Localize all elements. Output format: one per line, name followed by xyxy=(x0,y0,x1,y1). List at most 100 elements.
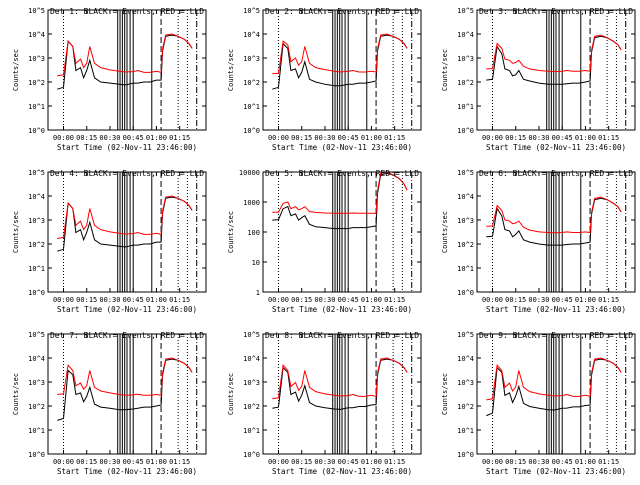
x-tick-label: 00:45 xyxy=(338,458,359,466)
x-tick-label: 00:30 xyxy=(528,458,549,466)
x-tick-label: 01:00 xyxy=(361,458,382,466)
y-tick-label: 10^3 xyxy=(28,379,45,387)
plot-frame xyxy=(47,9,207,131)
y-tick-label: 10^0 xyxy=(243,451,260,459)
y-tick-label: 10^5 xyxy=(243,7,260,15)
x-tick-label: 00:45 xyxy=(123,296,144,304)
y-tick-label: 10^2 xyxy=(28,403,45,411)
y-tick-label: 10^4 xyxy=(243,31,260,39)
plot-frame xyxy=(476,9,636,131)
x-axis-label: Start Time (02-Nov-11 23:46:00) xyxy=(486,467,626,476)
series-line-lld xyxy=(57,195,193,239)
y-tick-label: 10^0 xyxy=(28,289,45,297)
series-line-lld xyxy=(57,33,193,77)
x-tick-label: 01:00 xyxy=(575,296,596,304)
x-tick-label: 01:00 xyxy=(146,296,167,304)
y-tick-label: 10^3 xyxy=(457,379,474,387)
series-line-lld xyxy=(486,34,622,73)
x-tick-label: 00:45 xyxy=(338,134,359,142)
y-tick-label: 100 xyxy=(247,229,260,237)
y-tick-label: 10^1 xyxy=(28,427,45,435)
x-tick-label: 01:15 xyxy=(384,296,405,304)
y-tick-label: 10^3 xyxy=(243,55,260,63)
y-tick-label: 10^3 xyxy=(457,217,474,225)
y-tick-label: 10^4 xyxy=(457,355,474,363)
y-axis-label: Counts/sec xyxy=(12,373,20,415)
y-tick-label: 10^3 xyxy=(28,217,45,225)
x-tick-label: 00:15 xyxy=(291,296,312,304)
panel-title: Det 8: BLACK = Events, RED = LLD xyxy=(265,331,419,340)
x-tick-label: 00:00 xyxy=(268,296,289,304)
y-tick-label: 10^2 xyxy=(28,79,45,87)
panel-title: Det 1: BLACK = Events, RED = LLD xyxy=(50,7,204,16)
x-tick-label: 00:30 xyxy=(99,458,120,466)
x-tick-label: 00:15 xyxy=(291,458,312,466)
series-line-events xyxy=(57,34,193,90)
series-line-events xyxy=(272,358,408,410)
x-axis-label: Start Time (02-Nov-11 23:46:00) xyxy=(486,305,626,314)
series-line-events xyxy=(272,172,408,230)
x-tick-label: 00:15 xyxy=(505,134,526,142)
y-axis-label: Counts/sec xyxy=(227,211,235,253)
x-tick-label: 00:30 xyxy=(314,458,335,466)
x-tick-label: 00:00 xyxy=(268,458,289,466)
x-tick-label: 01:00 xyxy=(361,134,382,142)
x-tick-label: 00:00 xyxy=(53,458,74,466)
y-tick-label: 10^5 xyxy=(457,331,474,339)
x-tick-label: 01:00 xyxy=(575,458,596,466)
y-tick-label: 10^4 xyxy=(28,355,45,363)
y-tick-label: 10^0 xyxy=(28,127,45,135)
x-tick-label: 00:15 xyxy=(76,458,97,466)
y-tick-label: 10^2 xyxy=(457,79,474,87)
plot-frame xyxy=(262,333,422,455)
y-tick-label: 10^5 xyxy=(28,169,45,177)
plot-frame xyxy=(47,333,207,455)
plot-frame xyxy=(476,333,636,455)
x-tick-label: 00:45 xyxy=(123,458,144,466)
y-tick-label: 10^0 xyxy=(457,289,474,297)
x-tick-label: 01:15 xyxy=(384,134,405,142)
y-tick-label: 10^4 xyxy=(28,193,45,201)
detector-panel-9: 10^010^110^210^310^410^500:00 00:15 00:30 0… xyxy=(441,331,636,476)
y-tick-label: 10^1 xyxy=(243,427,260,435)
x-tick-label: 00:15 xyxy=(505,458,526,466)
series-line-events xyxy=(486,35,622,85)
y-axis-label: Counts/sec xyxy=(441,49,449,91)
x-axis-label: Start Time (02-Nov-11 23:46:00) xyxy=(272,467,412,476)
x-tick-label: 00:30 xyxy=(528,296,549,304)
x-tick-label: 01:00 xyxy=(146,458,167,466)
panel-title: Det 6: BLACK = Events, RED = LLD xyxy=(479,169,633,178)
y-axis-label: Counts/sec xyxy=(441,211,449,253)
y-tick-label: 10^0 xyxy=(243,127,260,135)
detector-panel-6: 10^010^110^210^310^410^500:00 00:15 00:30 0… xyxy=(441,169,636,314)
y-tick-label: 10^1 xyxy=(243,103,260,111)
detector-panel-3: 10^010^110^210^310^410^500:00 00:15 00:30 0… xyxy=(441,7,636,152)
x-tick-label: 00:15 xyxy=(291,134,312,142)
x-tick-label: 00:00 xyxy=(268,134,289,142)
plot-frame xyxy=(47,171,207,293)
panel-title: Det 5: BLACK = Events, RED = LLD xyxy=(265,169,419,178)
x-axis-label: Start Time (02-Nov-11 23:46:00) xyxy=(57,305,197,314)
x-tick-label: 01:15 xyxy=(598,134,619,142)
detector-panel-8: 10^010^110^210^310^410^500:00 00:15 00:30 0… xyxy=(227,331,422,476)
x-tick-label: 00:30 xyxy=(314,134,335,142)
x-tick-label: 01:00 xyxy=(575,134,596,142)
x-tick-label: 00:00 xyxy=(482,134,503,142)
y-tick-label: 10^5 xyxy=(457,7,474,15)
panel-title: Det 7: BLACK = Events, RED = LLD xyxy=(50,331,204,340)
y-tick-label: 10^1 xyxy=(457,427,474,435)
x-axis-label: Start Time (02-Nov-11 23:46:00) xyxy=(272,305,412,314)
series-line-events xyxy=(486,358,622,417)
x-tick-label: 00:45 xyxy=(552,134,573,142)
y-tick-label: 10^2 xyxy=(243,79,260,87)
panel-title: Det 4: BLACK = Events, RED = LLD xyxy=(50,169,204,178)
x-tick-label: 00:00 xyxy=(482,458,503,466)
y-tick-label: 10^3 xyxy=(28,55,45,63)
y-tick-label: 10000 xyxy=(239,169,260,177)
panel-title: Det 2: BLACK = Events, RED = LLD xyxy=(265,7,419,16)
x-tick-label: 00:15 xyxy=(76,296,97,304)
x-tick-label: 01:15 xyxy=(169,134,190,142)
y-axis-label: Counts/sec xyxy=(227,373,235,415)
